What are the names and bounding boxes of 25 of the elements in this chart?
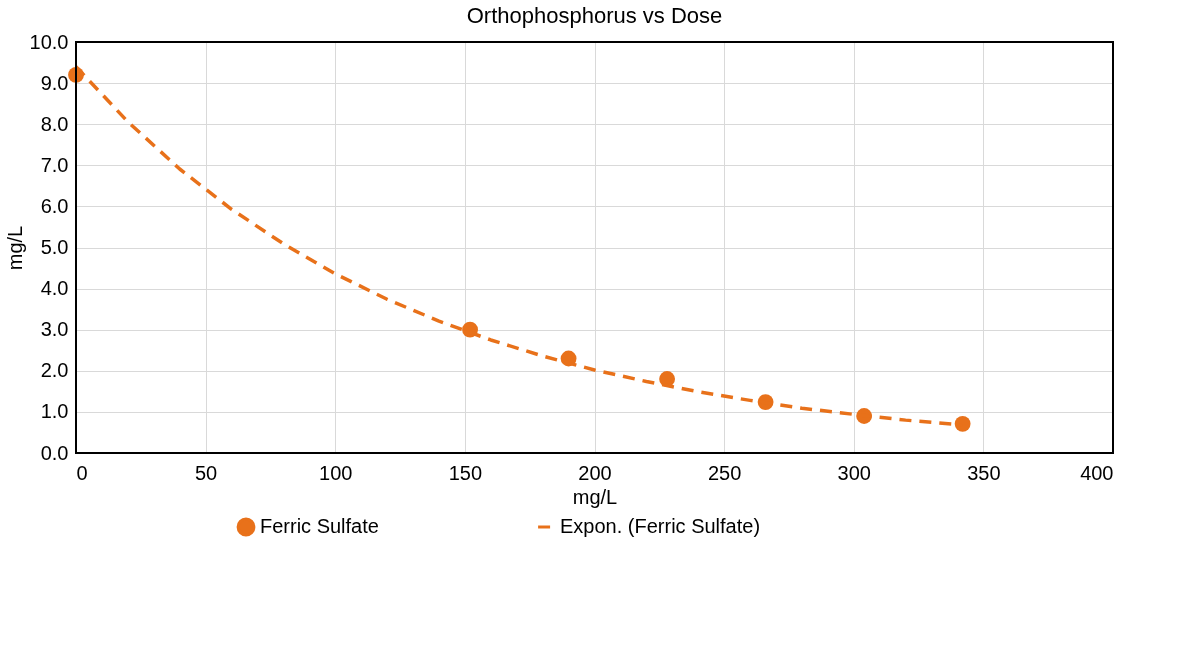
x-tick-label: 300 <box>837 461 871 484</box>
x-tick-label: 400 <box>1080 461 1114 484</box>
x-axis-title: mg/L <box>572 485 618 508</box>
y-tick-label: 7.0 <box>40 153 69 176</box>
y-tick-label: 4.0 <box>40 277 69 300</box>
x-tick-label: 350 <box>967 461 1001 484</box>
y-tick-label: 9.0 <box>40 71 69 94</box>
y-tick-label: 2.0 <box>40 359 69 382</box>
x-tick-label: 0 <box>76 461 88 484</box>
y-tick-label: 8.0 <box>40 112 69 135</box>
x-tick-label: 200 <box>578 461 612 484</box>
y-tick-label: 5.0 <box>40 236 69 258</box>
y-tick-label: 1.0 <box>40 400 69 423</box>
y-tick-label: 0.0 <box>40 441 69 464</box>
y-tick-label: 3.0 <box>40 318 69 341</box>
y-axis-title: mg/L <box>3 225 26 271</box>
chart-title: Orthophosphorus vs Dose <box>466 3 723 28</box>
legend-label: Expon. (Ferric Sulfate) <box>560 515 761 537</box>
legend-label: Ferric Sulfate <box>260 515 379 537</box>
y-tick-label: 10.0 <box>29 30 69 53</box>
x-tick-label: 150 <box>448 461 483 484</box>
y-tick-label: 6.0 <box>40 194 69 217</box>
x-tick-label: 100 <box>319 461 353 484</box>
x-tick-label: 50 <box>195 461 218 484</box>
x-tick-label: 250 <box>707 461 742 484</box>
